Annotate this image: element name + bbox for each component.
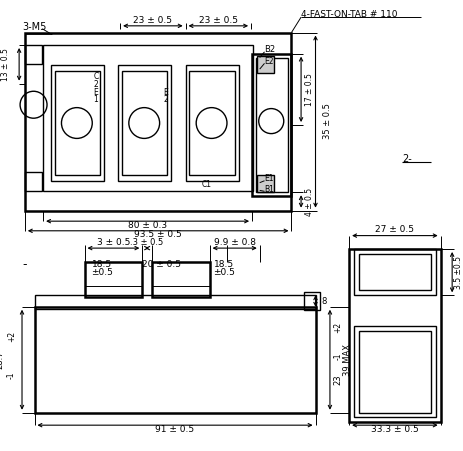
Text: 80 ± 0.3: 80 ± 0.3: [127, 221, 167, 230]
Text: 2: 2: [93, 80, 98, 89]
Text: C1: C1: [202, 180, 212, 189]
Bar: [256, 58, 288, 192]
Text: 27 ± 0.5: 27 ± 0.5: [375, 226, 414, 235]
Bar: [359, 331, 431, 413]
Text: E: E: [163, 88, 168, 97]
Text: -1: -1: [7, 371, 16, 379]
Text: 3.5 ±0.5: 3.5 ±0.5: [454, 256, 463, 289]
Text: 17 ± 0.5: 17 ± 0.5: [305, 73, 314, 106]
Text: 23 ± 0.5: 23 ± 0.5: [199, 15, 238, 24]
Text: E1: E1: [264, 175, 274, 183]
Bar: [35, 307, 315, 413]
Text: E2: E2: [264, 57, 274, 66]
Bar: [349, 249, 441, 422]
Text: -: -: [23, 258, 27, 271]
Text: 93.5 ± 0.5: 93.5 ± 0.5: [134, 230, 181, 239]
Text: +2: +2: [7, 331, 16, 342]
Text: 23: 23: [333, 375, 342, 385]
Bar: [186, 65, 238, 181]
Text: 1: 1: [93, 96, 98, 105]
Text: B2: B2: [264, 46, 275, 55]
Text: 23 ± 0.5: 23 ± 0.5: [133, 15, 172, 24]
Bar: [51, 65, 104, 181]
Bar: [354, 249, 436, 295]
Bar: [25, 172, 42, 191]
Bar: [25, 32, 291, 211]
Bar: [257, 55, 274, 73]
Text: .3 ± 0.5: .3 ± 0.5: [131, 238, 164, 247]
Text: 3 ± 0.5: 3 ± 0.5: [97, 238, 130, 247]
Text: B1: B1: [264, 185, 275, 194]
Bar: [118, 65, 171, 181]
Text: 2-: 2-: [402, 154, 412, 164]
Text: 18.5: 18.5: [92, 260, 112, 269]
Bar: [43, 45, 253, 191]
Bar: [122, 71, 167, 175]
Text: ±0.5: ±0.5: [91, 268, 113, 276]
Bar: [359, 254, 431, 290]
Text: 35 ± 0.5: 35 ± 0.5: [323, 103, 332, 139]
Text: 39 MAX: 39 MAX: [343, 344, 352, 376]
Bar: [85, 262, 142, 297]
Text: 4-FAST-ON-TAB # 110: 4-FAST-ON-TAB # 110: [301, 10, 398, 19]
Bar: [35, 295, 315, 309]
Text: 91 ± 0.5: 91 ± 0.5: [156, 425, 194, 434]
Bar: [252, 54, 291, 196]
Text: 8: 8: [321, 297, 327, 305]
Bar: [304, 292, 320, 310]
Text: E: E: [93, 88, 98, 97]
Text: 20 ± 0.5: 20 ± 0.5: [142, 260, 181, 269]
Text: 28.7: 28.7: [0, 350, 4, 369]
Text: ±0.5: ±0.5: [213, 268, 235, 276]
Text: 9.9 ± 0.8: 9.9 ± 0.8: [214, 238, 256, 247]
Bar: [152, 262, 210, 297]
Bar: [189, 71, 235, 175]
Bar: [55, 71, 100, 175]
Text: 18.5: 18.5: [214, 260, 234, 269]
Bar: [354, 326, 436, 418]
Text: 4 ± 0.5: 4 ± 0.5: [305, 188, 314, 216]
Text: +2: +2: [333, 322, 342, 332]
Text: 2: 2: [163, 96, 168, 105]
Bar: [257, 175, 274, 192]
Text: 13 ± 0.5: 13 ± 0.5: [1, 48, 10, 81]
Bar: [25, 45, 42, 64]
Text: 3-M5: 3-M5: [22, 22, 46, 32]
Text: C: C: [93, 72, 99, 81]
Text: -1: -1: [333, 352, 342, 359]
Text: 33.3 ± 0.5: 33.3 ± 0.5: [370, 425, 418, 434]
